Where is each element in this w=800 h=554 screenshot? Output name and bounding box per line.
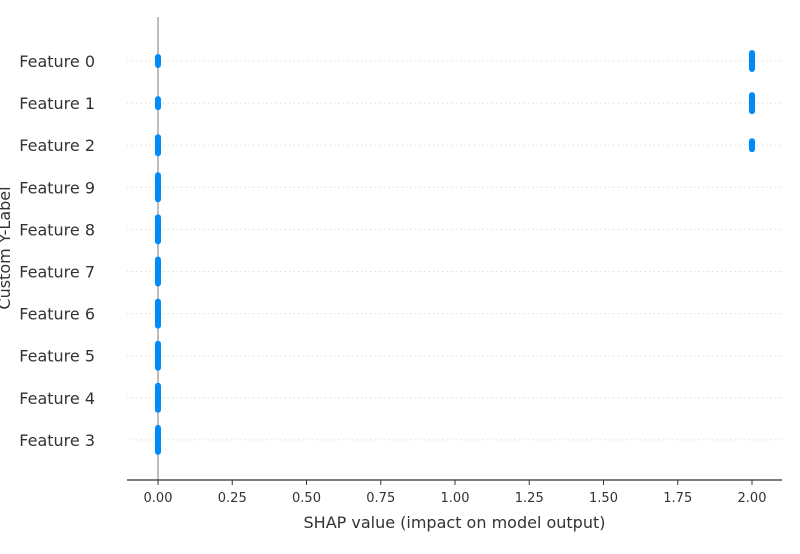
feature-label: Feature 6 — [19, 305, 95, 324]
feature-label: Feature 3 — [19, 431, 95, 450]
data-point — [155, 214, 161, 245]
feature-label: Feature 0 — [19, 52, 95, 71]
x-tick-label: 0.25 — [218, 491, 247, 506]
feature-label: Feature 1 — [19, 94, 95, 113]
feature-label: Feature 2 — [19, 136, 95, 155]
data-point — [155, 256, 161, 287]
x-tick-label: 2.00 — [738, 491, 767, 506]
x-tick-label: 0.75 — [366, 491, 395, 506]
data-point — [155, 382, 161, 413]
x-axis-title: SHAP value (impact on model output) — [304, 513, 606, 532]
x-axis-ticks: 0.00 0.25 0.50 0.75 1.00 1.25 1.50 1.75 2.00 — [144, 480, 767, 506]
x-tick-label: 0.00 — [144, 491, 173, 506]
data-points — [155, 50, 755, 455]
x-tick-label: 1.25 — [515, 491, 544, 506]
feature-label: Feature 9 — [19, 178, 95, 197]
feature-label: Feature 4 — [19, 389, 95, 408]
x-tick-label: 0.50 — [292, 491, 321, 506]
data-point — [155, 298, 161, 329]
x-tick-label: 1.75 — [663, 491, 692, 506]
x-tick-label: 1.00 — [441, 491, 470, 506]
feature-labels: Feature 0 Feature 1 Feature 2 Feature 9 Feat… — [19, 52, 95, 450]
data-point — [155, 134, 161, 157]
x-tick-label: 1.50 — [589, 491, 618, 506]
feature-label: Feature 7 — [19, 263, 95, 282]
y-axis-title: Custom Y-Label — [0, 186, 14, 309]
data-point — [749, 50, 755, 72]
feature-label: Feature 8 — [19, 220, 95, 239]
feature-label: Feature 5 — [19, 347, 95, 366]
data-point — [155, 54, 161, 68]
data-point — [155, 96, 161, 111]
data-point — [155, 340, 161, 371]
data-point — [155, 424, 161, 455]
data-point — [749, 92, 755, 115]
data-point — [749, 138, 755, 153]
data-point — [155, 172, 161, 203]
grid-lines — [127, 60, 782, 441]
